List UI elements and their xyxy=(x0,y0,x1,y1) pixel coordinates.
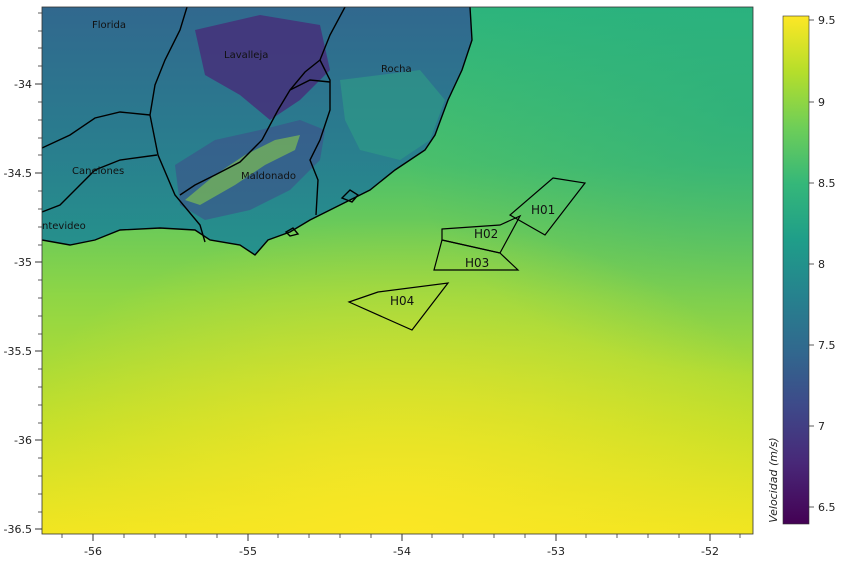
y-tick-label: -36 xyxy=(14,434,32,447)
region-label-montevideo: ntevideo xyxy=(42,221,86,232)
colorbar-tick-label: 6.5 xyxy=(818,501,836,514)
x-minor-ticks xyxy=(61,534,741,538)
zone-label-h04: H04 xyxy=(390,294,414,308)
y-axis: -34 -34.5 -35 -35.5 -36 -36.5 xyxy=(4,78,42,536)
x-axis: -56 -55 -54 -53 -52 xyxy=(84,534,719,558)
y-minor-ticks xyxy=(38,12,42,513)
x-tick-label: -52 xyxy=(701,545,719,558)
zone-h01-outline xyxy=(508,177,587,236)
colorbar-gradient xyxy=(782,15,810,525)
colorbar-tick-label: 7.5 xyxy=(818,339,836,352)
colorbar-tick-label: 9 xyxy=(818,96,825,109)
y-tick-label: -34 xyxy=(14,78,32,91)
y-tick-label: -34.5 xyxy=(4,167,32,180)
zone-h03-outline xyxy=(433,239,520,271)
plot-frame xyxy=(41,6,754,535)
highland-lavalleja xyxy=(195,15,330,120)
x-tick-label: -56 xyxy=(84,545,102,558)
y-tick-label: -35.5 xyxy=(4,345,32,358)
region-label-florida: Florida xyxy=(92,20,126,31)
offshore-zones xyxy=(347,177,587,331)
region-label-canelones: Canelones xyxy=(72,166,124,177)
zone-h04-outline xyxy=(347,282,450,331)
ridge-bright xyxy=(185,135,300,205)
department-borders xyxy=(42,7,473,256)
colorbar-tick-label: 8 xyxy=(818,258,825,271)
rocha-lowland xyxy=(340,70,445,160)
zone-h02-outline xyxy=(441,214,522,254)
colorbar-tick-label: 9.5 xyxy=(818,14,836,27)
colorbar-title: Velocidad (m/s) xyxy=(767,437,780,522)
map-plot-area: Florida Lavalleja Rocha Canelones Maldon… xyxy=(42,7,753,534)
colorbar-tick-label: 7 xyxy=(818,420,825,433)
y-tick-label: -36.5 xyxy=(4,523,32,536)
x-tick-label: -53 xyxy=(547,545,565,558)
x-tick-label: -54 xyxy=(393,545,411,558)
zone-label-h02: H02 xyxy=(474,227,498,241)
zone-label-h01: H01 xyxy=(531,203,555,217)
zone-label-h03: H03 xyxy=(465,256,489,270)
x-tick-label: -55 xyxy=(239,545,257,558)
region-label-lavalleja: Lavalleja xyxy=(224,50,268,61)
region-label-rocha: Rocha xyxy=(381,64,412,75)
y-tick-label: -35 xyxy=(14,256,32,269)
region-label-maldonado: Maldonado xyxy=(241,171,296,182)
colorbar-tick-label: 8.5 xyxy=(818,177,836,190)
colorbar: 9.5 9 8.5 8 7.5 7 6.5 Velocidad (m/s) xyxy=(767,14,836,525)
